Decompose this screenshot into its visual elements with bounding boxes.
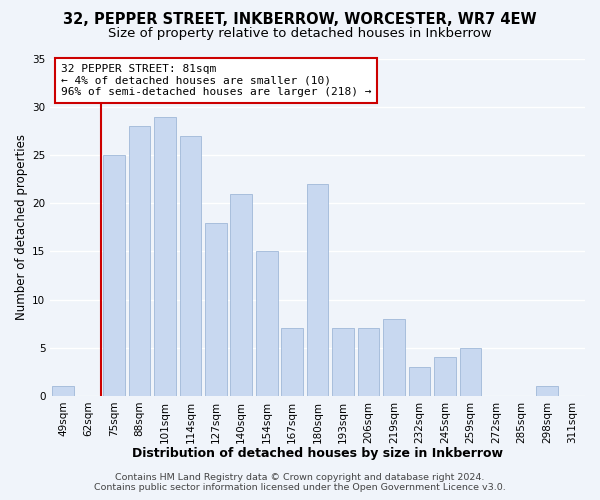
Y-axis label: Number of detached properties: Number of detached properties <box>15 134 28 320</box>
Bar <box>179 136 201 396</box>
Text: Contains HM Land Registry data © Crown copyright and database right 2024.
Contai: Contains HM Land Registry data © Crown c… <box>94 473 506 492</box>
Bar <box>230 194 252 396</box>
Bar <box>205 222 227 396</box>
Bar <box>409 367 430 396</box>
Bar <box>52 386 74 396</box>
Text: 32 PEPPER STREET: 81sqm
← 4% of detached houses are smaller (10)
96% of semi-det: 32 PEPPER STREET: 81sqm ← 4% of detached… <box>61 64 371 98</box>
Bar <box>332 328 354 396</box>
Bar <box>256 252 278 396</box>
Text: 32, PEPPER STREET, INKBERROW, WORCESTER, WR7 4EW: 32, PEPPER STREET, INKBERROW, WORCESTER,… <box>63 12 537 28</box>
Bar <box>536 386 557 396</box>
Bar <box>460 348 481 396</box>
Text: Size of property relative to detached houses in Inkberrow: Size of property relative to detached ho… <box>108 28 492 40</box>
Bar <box>434 358 456 396</box>
Bar <box>383 319 405 396</box>
Bar <box>154 116 176 396</box>
Bar <box>128 126 150 396</box>
X-axis label: Distribution of detached houses by size in Inkberrow: Distribution of detached houses by size … <box>132 447 503 460</box>
Bar <box>281 328 303 396</box>
Bar <box>358 328 379 396</box>
Bar <box>307 184 328 396</box>
Bar <box>103 155 125 396</box>
